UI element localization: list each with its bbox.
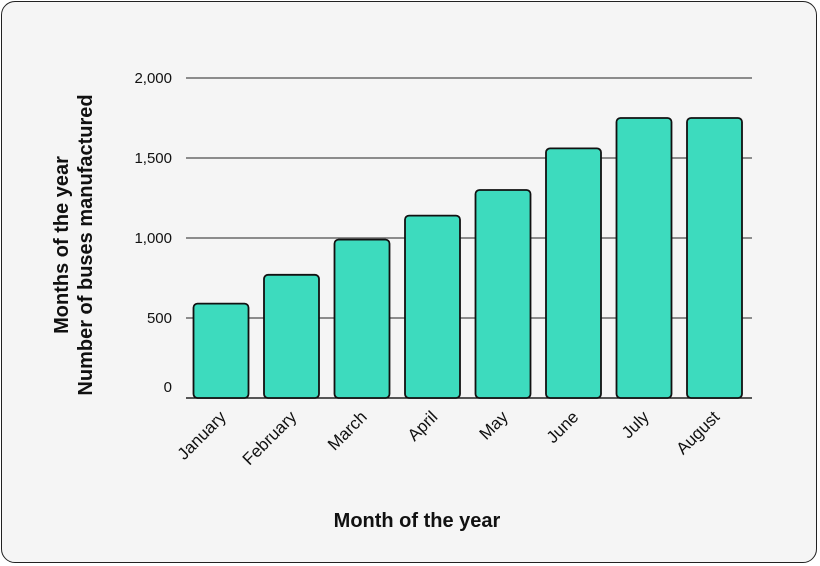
bar-august [686, 117, 743, 399]
x-tick-label: April [404, 407, 441, 444]
bar-march [333, 238, 391, 399]
bar-april [404, 214, 461, 399]
y-tick-labels: 0 500 1,000 1,500 2,000 [134, 70, 172, 396]
y-tick-label: 2,000 [134, 70, 172, 87]
y-tick-label: 1,000 [134, 230, 172, 247]
x-tick-label: March [324, 407, 371, 454]
x-tick-label: August [672, 407, 723, 458]
x-tick-label: January [174, 407, 231, 464]
bar-may [474, 189, 532, 399]
x-tick-label: July [618, 407, 653, 442]
y-axis-title-group: Months of the year Number of buses manuf… [51, 94, 97, 395]
y-axis-title-line-2: Number of buses manufactured [75, 94, 97, 395]
y-axis-title-line-1: Months of the year [51, 156, 73, 334]
x-axis-title: Month of the year [334, 510, 501, 532]
bar-february [263, 273, 320, 399]
y-tick-label: 1,500 [134, 150, 172, 167]
bar-january [192, 302, 250, 399]
x-tick-label: February [239, 407, 301, 469]
bars [192, 117, 743, 399]
bar-june [545, 147, 602, 399]
x-tick-labels: January February March April May June July Augu… [174, 407, 724, 469]
x-tick-label: June [543, 407, 583, 447]
y-tick-label: 500 [147, 310, 172, 327]
x-tick-label: May [476, 407, 512, 443]
bar-july [615, 117, 673, 399]
y-tick-label: 0 [164, 379, 172, 396]
